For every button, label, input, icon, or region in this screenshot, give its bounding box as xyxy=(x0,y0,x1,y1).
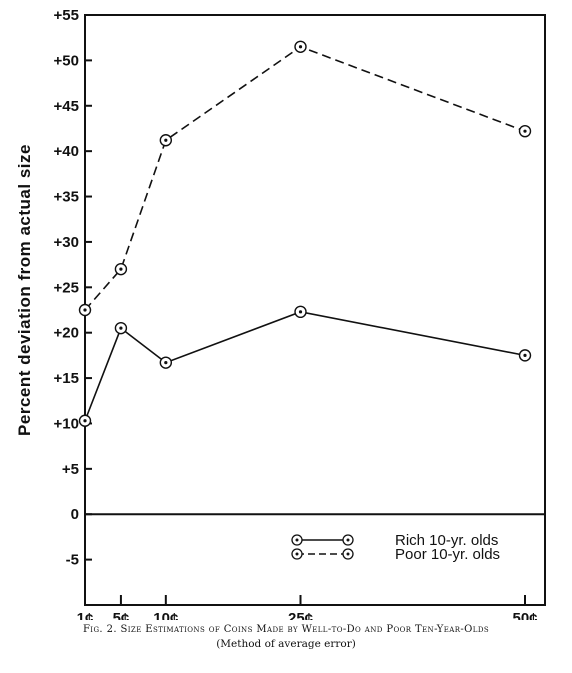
y-tick-label: +30 xyxy=(54,234,79,251)
y-tick-label: 0 xyxy=(71,506,79,523)
x-tick-label: 5¢ xyxy=(113,610,130,620)
legend-label: Rich 10-yr. olds xyxy=(395,532,498,549)
x-tick-label: 10¢ xyxy=(153,610,178,620)
plot-frame xyxy=(84,14,546,606)
figure-caption-subtitle: (Method of average error) xyxy=(216,638,356,650)
y-tick-label: +55 xyxy=(54,7,79,24)
y-tick-label: +35 xyxy=(54,189,79,206)
data-point-center xyxy=(164,361,168,365)
legend-marker-center xyxy=(346,538,350,542)
data-point-center xyxy=(298,310,303,314)
y-tick-label: +25 xyxy=(54,279,79,296)
data-point-center xyxy=(119,267,123,271)
y-tick-label: +15 xyxy=(54,370,79,387)
data-point-center xyxy=(523,353,527,357)
y-tick-label: +20 xyxy=(54,325,79,342)
legend-marker-center xyxy=(295,538,299,542)
data-point-center xyxy=(119,326,123,330)
y-tick-label: +10 xyxy=(54,415,79,432)
y-tick-label: +40 xyxy=(54,143,79,160)
data-point-center xyxy=(298,45,303,49)
x-tick-label: 50¢ xyxy=(512,610,537,620)
x-tick-label: 1¢ xyxy=(77,610,94,620)
plot-border xyxy=(84,14,546,606)
data-point-center xyxy=(83,419,87,423)
x-axis-ticks: 1¢ 5¢ 10¢ 25¢ 50¢ xyxy=(77,595,538,620)
legend-label: Poor 10-yr. olds xyxy=(395,546,500,563)
y-tick-label: +45 xyxy=(54,98,79,115)
series-line-rich xyxy=(84,310,526,422)
x-tick-label: 25¢ xyxy=(288,610,313,620)
legend-marker-center xyxy=(295,552,299,556)
data-point-center xyxy=(83,308,87,312)
y-axis-ticks: +55+50+45+40+35+30+25+20+15+10+50-5 xyxy=(54,7,92,569)
y-tick-label: -5 xyxy=(66,552,79,569)
series-group xyxy=(78,40,532,427)
y-tick-label: +5 xyxy=(62,461,79,478)
chart-figure: +55+50+45+40+35+30+25+20+15+10+50-5 1¢ 5¢… xyxy=(15,7,546,620)
data-point-center xyxy=(164,138,168,142)
figure-caption: Fig. 2. Size Estimations of Coins Made b… xyxy=(82,624,490,635)
y-tick-label: +50 xyxy=(54,52,79,69)
series-line-poor xyxy=(84,45,526,311)
y-axis-title: Percent deviation from actual size xyxy=(15,144,34,436)
legend-marker-center xyxy=(346,552,350,556)
data-point-center xyxy=(523,129,527,133)
